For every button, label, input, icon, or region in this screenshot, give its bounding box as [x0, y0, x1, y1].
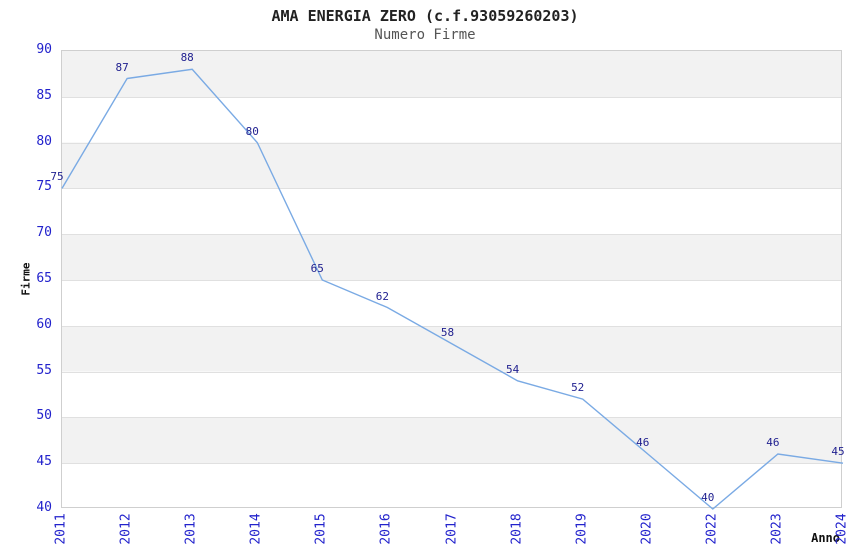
- x-tick-label-2024: 2024: [834, 513, 850, 545]
- y-tick-label-75: 75: [36, 179, 52, 195]
- x-tick-label-2017: 2017: [444, 513, 459, 545]
- chart-subtitle: Numero Firme: [374, 27, 476, 43]
- x-tick-label-2014: 2014: [248, 513, 264, 545]
- series-line: [61, 68, 844, 510]
- data-label-2023: 46: [766, 436, 780, 449]
- data-label-2016: 62: [375, 289, 390, 303]
- x-tick-label-2022: 2022: [704, 513, 720, 545]
- gridline-y-85: [62, 96, 841, 98]
- data-label-2014: 80: [245, 124, 259, 138]
- data-label-2022: 40: [701, 491, 715, 504]
- data-label-2012: 87: [115, 60, 129, 74]
- gridline-y-65: [62, 280, 841, 281]
- x-tick-label-2013: 2013: [183, 513, 199, 545]
- y-tick-label-50: 50: [36, 408, 52, 424]
- data-label-2019: 52: [571, 381, 585, 395]
- x-axis-title: Anno: [811, 531, 840, 545]
- x-tick-label-2018: 2018: [509, 513, 525, 545]
- chart-title: AMA ENERGIA ZERO (c.f.93059260203): [271, 7, 579, 25]
- data-label-2024: 45: [831, 445, 845, 459]
- y-tick-label-85: 85: [36, 87, 52, 103]
- gridline-y-45: [62, 463, 841, 465]
- x-tick-label-2020: 2020: [639, 513, 655, 545]
- data-label-2018: 54: [505, 362, 520, 376]
- x-tick-label-2012: 2012: [118, 513, 134, 545]
- data-label-2013: 88: [180, 51, 194, 65]
- y-tick-label-45: 45: [36, 454, 52, 470]
- plot-area: [61, 50, 844, 510]
- data-label-2017: 58: [440, 326, 455, 340]
- data-label-2020: 46: [636, 436, 650, 449]
- x-tick-label-2011: 2011: [53, 513, 69, 545]
- x-tick-label-2016: 2016: [378, 513, 394, 545]
- data-label-2011: 75: [50, 170, 64, 184]
- x-tick-label-2023: 2023: [769, 513, 785, 545]
- gridline-y-60: [62, 325, 841, 327]
- y-tick-label-70: 70: [36, 225, 52, 241]
- x-tick-label-2015: 2015: [313, 513, 329, 545]
- x-tick-label-2019: 2019: [574, 513, 590, 545]
- y-tick-label-60: 60: [36, 316, 52, 332]
- y-tick-label-65: 65: [36, 271, 52, 286]
- gridline-y-75: [62, 188, 841, 190]
- gridline-y-70: [62, 234, 841, 236]
- gridline-y-55: [62, 371, 841, 373]
- y-tick-label-80: 80: [36, 133, 52, 149]
- data-label-2015: 65: [310, 262, 324, 275]
- gridline-y-80: [62, 142, 841, 144]
- y-tick-label-55: 55: [36, 362, 52, 378]
- series-line-svg: [61, 68, 844, 510]
- y-tick-label-40: 40: [36, 500, 52, 515]
- gridline-y-50: [62, 417, 841, 419]
- y-tick-label-90: 90: [36, 42, 52, 57]
